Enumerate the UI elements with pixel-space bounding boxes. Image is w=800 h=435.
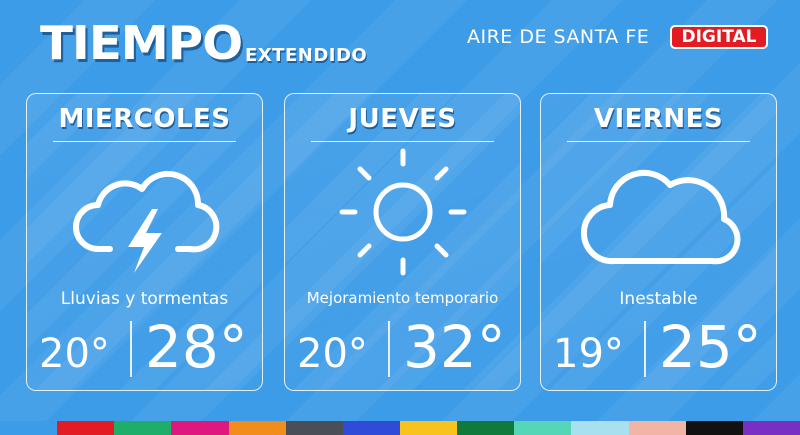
divider	[567, 141, 750, 142]
condition-text: Mejoramiento temporario	[306, 289, 499, 307]
page-title: TIEMPO	[40, 16, 243, 70]
day-name: VIERNES	[593, 104, 724, 134]
header: TIEMPO EXTENDIDO AIRE DE SANTA FE DIGITA…	[0, 0, 800, 90]
page-subtitle: EXTENDIDO	[245, 45, 368, 66]
condition-text: Lluvias y tormentas	[60, 289, 229, 309]
condition-text: Inestable	[619, 289, 698, 309]
max-temperature: 32°	[403, 313, 506, 381]
sun-icon	[339, 148, 466, 276]
color-strip-segment	[685, 421, 743, 435]
temperature-divider	[388, 321, 390, 377]
temperature-row: 19° 25°	[541, 317, 776, 382]
color-strip-segment	[0, 421, 58, 435]
divider	[311, 141, 494, 142]
color-strip-segment	[285, 421, 343, 435]
temperature-divider	[130, 321, 132, 377]
min-temperature: 19°	[553, 331, 624, 377]
min-temperature: 20°	[39, 331, 110, 377]
temperature-divider	[644, 321, 646, 377]
color-strip-segment	[57, 421, 115, 435]
day-name: MIERCOLES	[58, 104, 231, 134]
day-name: JUEVES	[348, 104, 457, 134]
forecast-card-wednesday: MIERCOLES Lluvias y tormentas 20° 28°	[26, 93, 263, 391]
storm-cloud-icon	[72, 170, 219, 273]
color-strip-segment	[342, 421, 400, 435]
forecast-card-friday: VIERNES Inestable 19° 25°	[540, 93, 777, 391]
cloud-icon	[580, 169, 740, 265]
min-temperature: 20°	[297, 331, 368, 377]
card-texture	[285, 94, 520, 390]
color-strip-segment	[742, 421, 800, 435]
temperature-row: 20° 32°	[285, 317, 520, 382]
temperature-row: 20° 28°	[27, 317, 262, 382]
color-strip	[0, 421, 800, 435]
max-temperature: 28°	[145, 313, 248, 381]
divider	[53, 141, 236, 142]
color-strip-segment	[399, 421, 458, 435]
station-name: AIRE DE SANTA FE	[467, 26, 650, 48]
digital-badge: DIGITAL	[670, 25, 768, 49]
color-strip-segment	[228, 421, 286, 435]
color-strip-segment	[628, 421, 686, 435]
color-strip-segment	[114, 421, 172, 435]
forecast-card-thursday: JUEVES Mejoramiento temporario 20° 32°	[284, 93, 521, 391]
color-strip-segment	[457, 421, 515, 435]
color-strip-segment	[571, 421, 629, 435]
color-strip-segment	[171, 421, 229, 435]
color-strip-segment	[514, 421, 572, 435]
max-temperature: 25°	[659, 313, 762, 381]
